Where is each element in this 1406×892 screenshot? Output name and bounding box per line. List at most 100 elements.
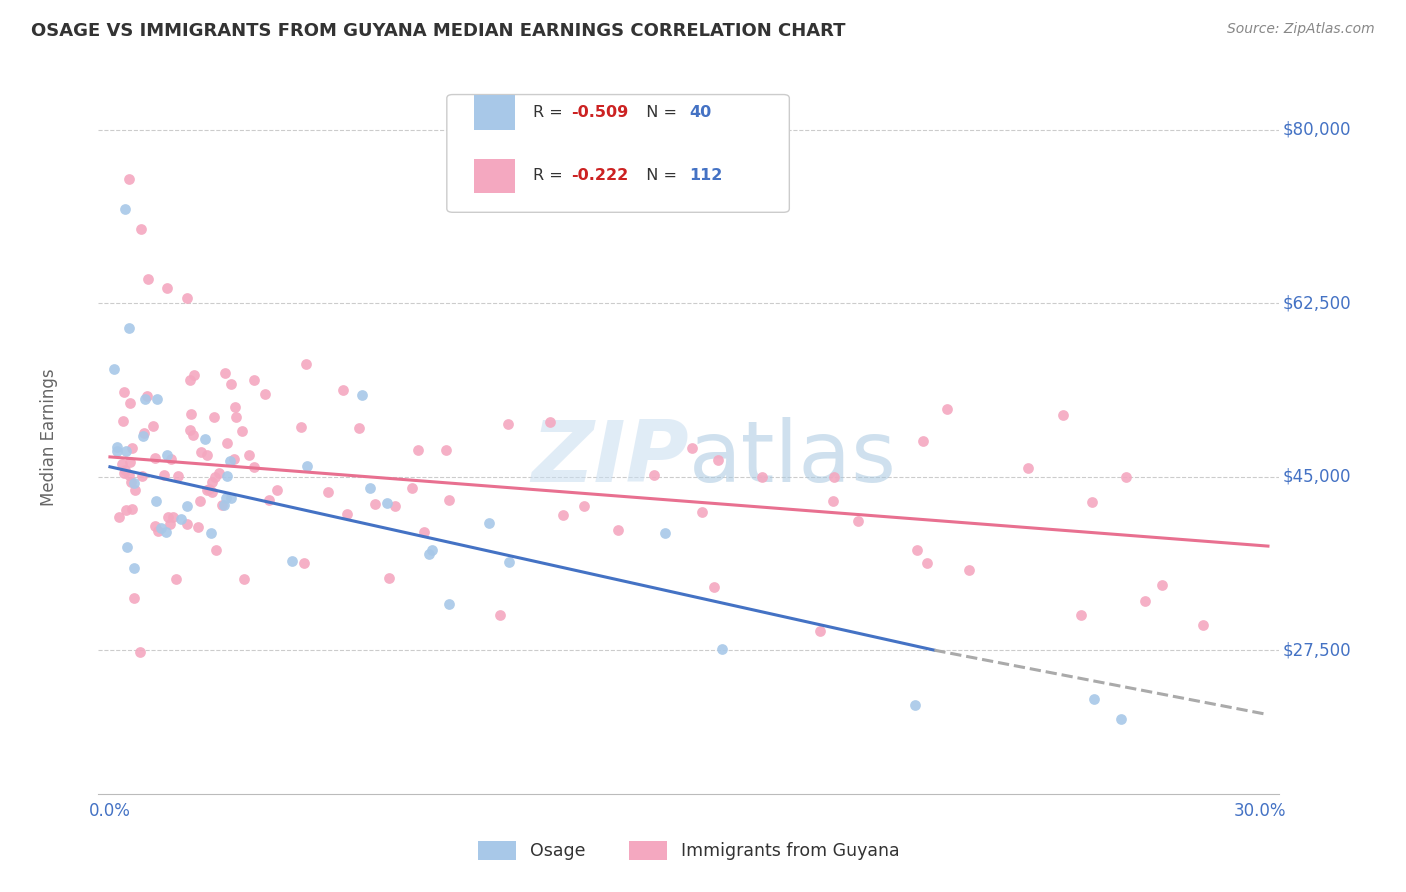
Point (1152, 578, 1174, 592)
Point (194, 433, 217, 447)
Point (120, 475, 142, 490)
Point (219, 454, 242, 468)
Point (243, 373, 266, 387)
Point (202, 409, 225, 424)
Point (654, 525, 676, 540)
Point (336, 507, 359, 521)
Point (156, 281, 179, 295)
Point (181, 428, 204, 442)
Point (1070, 607, 1092, 622)
Point (420, 542, 443, 557)
Point (136, 271, 159, 285)
Point (266, 483, 288, 497)
Point (935, 402, 957, 417)
Point (115, 444, 138, 458)
Point (364, 497, 387, 511)
Point (159, 516, 181, 531)
Point (1109, 712, 1132, 726)
Point (905, 543, 928, 558)
Point (111, 457, 134, 471)
Text: N =: N = (636, 105, 682, 120)
Text: N =: N = (636, 169, 682, 184)
Point (238, 448, 260, 462)
Point (146, 392, 169, 406)
Point (318, 484, 340, 499)
Point (128, 645, 150, 659)
Point (111, 414, 134, 428)
Point (176, 499, 198, 513)
Text: R =: R = (533, 169, 568, 184)
FancyBboxPatch shape (474, 95, 516, 129)
Text: -0.509: -0.509 (571, 105, 628, 120)
Point (176, 291, 198, 305)
Point (170, 512, 193, 526)
Legend: Osage, Immigrants from Guyana: Osage, Immigrants from Guyana (471, 834, 907, 867)
Text: $62,500: $62,500 (1284, 294, 1351, 312)
Point (418, 548, 440, 562)
Point (375, 496, 398, 510)
Point (823, 470, 845, 484)
Point (297, 458, 319, 473)
Point (222, 452, 245, 467)
Point (145, 493, 167, 508)
Point (751, 470, 773, 484)
Point (347, 421, 370, 435)
Point (1115, 469, 1137, 483)
Point (187, 520, 209, 534)
Point (359, 481, 381, 495)
Point (105, 440, 128, 454)
Point (233, 573, 256, 587)
Point (292, 556, 315, 570)
Point (703, 580, 725, 594)
Point (118, 321, 141, 335)
Point (553, 508, 575, 522)
Point (295, 357, 318, 371)
Point (243, 460, 266, 475)
Point (915, 556, 938, 570)
Point (118, 467, 141, 482)
Text: 112: 112 (689, 169, 723, 184)
Point (105, 443, 128, 458)
Point (281, 554, 304, 568)
Point (122, 591, 145, 605)
Point (1052, 408, 1074, 422)
Point (437, 492, 460, 507)
Point (118, 172, 141, 186)
Point (692, 505, 714, 519)
Text: atlas: atlas (689, 417, 897, 500)
Point (183, 368, 205, 383)
Point (1081, 495, 1104, 509)
Point (572, 499, 595, 513)
Point (439, 597, 461, 611)
Text: 40: 40 (689, 105, 711, 120)
Point (124, 483, 146, 498)
Point (384, 500, 406, 514)
Point (957, 563, 980, 577)
Point (179, 423, 201, 437)
Point (124, 560, 146, 574)
Point (142, 419, 165, 434)
Point (201, 485, 224, 500)
Point (848, 514, 870, 528)
Point (1135, 593, 1157, 607)
Point (538, 415, 561, 429)
Point (112, 466, 135, 480)
Point (808, 624, 831, 638)
Point (904, 698, 927, 712)
Point (1191, 618, 1213, 632)
Point (118, 395, 141, 409)
Point (211, 498, 233, 512)
Point (167, 469, 190, 483)
Point (401, 481, 423, 495)
Point (135, 389, 157, 403)
Point (115, 540, 138, 554)
Point (911, 434, 934, 448)
Text: OSAGE VS IMMIGRANTS FROM GUYANA MEDIAN EARNINGS CORRELATION CHART: OSAGE VS IMMIGRANTS FROM GUYANA MEDIAN E… (31, 22, 845, 40)
Point (498, 555, 520, 569)
Point (195, 448, 218, 462)
Point (176, 517, 198, 532)
Point (215, 469, 238, 483)
Point (377, 571, 399, 585)
Point (1083, 692, 1105, 706)
FancyBboxPatch shape (474, 159, 516, 193)
